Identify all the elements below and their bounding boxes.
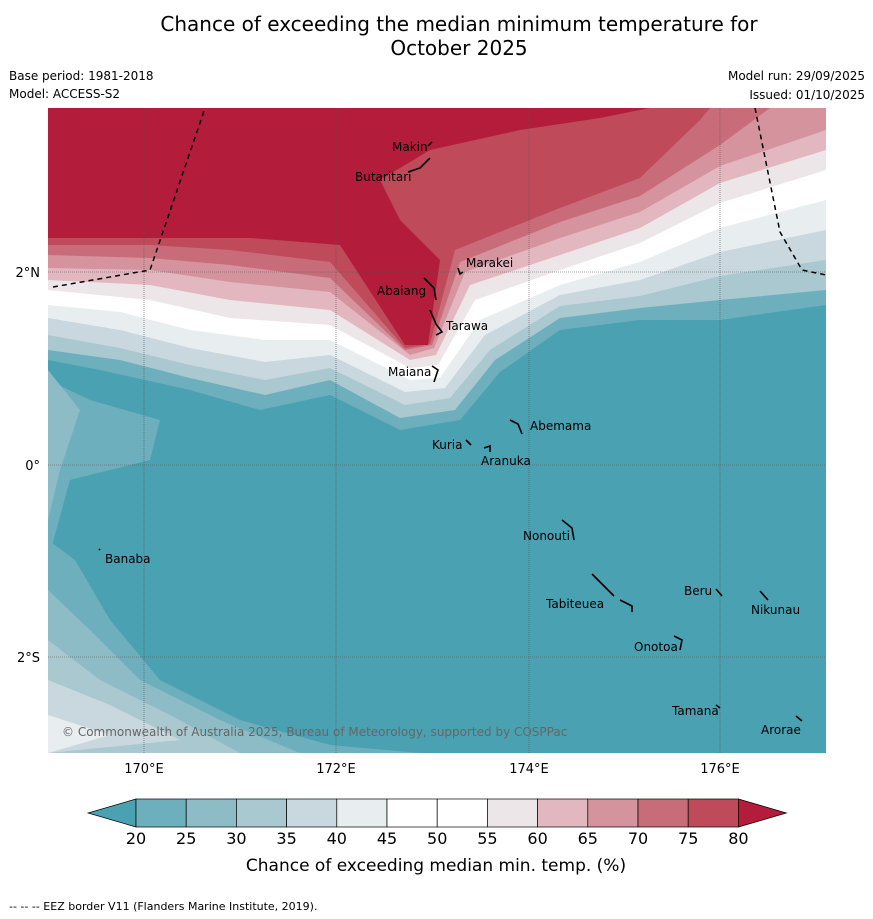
colorbar-segment bbox=[537, 798, 589, 828]
label-maiana: Maiana bbox=[388, 365, 431, 379]
label-abemama: Abemama bbox=[530, 419, 591, 433]
island-nikunau bbox=[759, 590, 769, 601]
label-banaba: Banaba bbox=[105, 552, 151, 566]
colorbar-segment bbox=[185, 798, 237, 828]
colorbar-segment bbox=[687, 798, 739, 828]
label-kuria: Kuria bbox=[432, 438, 463, 452]
colorbar-segment bbox=[587, 798, 639, 828]
colorbar-arrow-low bbox=[86, 798, 137, 828]
title-line-1: Chance of exceeding the median minimum t… bbox=[160, 12, 758, 36]
colorbar-segment bbox=[286, 798, 338, 828]
label-onotoa: Onotoa bbox=[634, 640, 678, 654]
island-banaba bbox=[98, 548, 101, 551]
colorbar-tick-label: 45 bbox=[377, 829, 397, 848]
issued-date: Issued: 01/10/2025 bbox=[749, 88, 865, 102]
label-butaritari: Butaritari bbox=[355, 170, 412, 184]
colorbar-segment bbox=[436, 798, 488, 828]
island-kuria bbox=[465, 439, 472, 446]
title-line-2: October 2025 bbox=[390, 36, 528, 60]
island-makin bbox=[427, 141, 433, 147]
colorbar-tick-label: 70 bbox=[628, 829, 648, 848]
lat-label-2n: 2°N bbox=[16, 266, 41, 281]
lon-label-176: 176°E bbox=[700, 762, 740, 777]
colorbar-tick-label: 40 bbox=[327, 829, 347, 848]
colorbar-tick-label: 60 bbox=[527, 829, 547, 848]
island-butaritari bbox=[407, 157, 431, 173]
island-tabiteuea bbox=[591, 573, 633, 612]
island-tamana bbox=[715, 704, 721, 709]
colorbar-tick-label: 25 bbox=[176, 829, 196, 848]
map-title: Chance of exceeding the median minimum t… bbox=[0, 12, 873, 60]
model-name: Model: ACCESS-S2 bbox=[9, 87, 121, 101]
label-arorae: Arorae bbox=[761, 723, 801, 737]
colorbar-segment bbox=[135, 798, 187, 828]
label-beru: Beru bbox=[684, 584, 712, 598]
colorbar-segment bbox=[386, 798, 438, 828]
label-tabiteuea: Tabiteuea bbox=[545, 597, 604, 611]
colorbar-label: Chance of exceeding median min. temp. (%… bbox=[246, 856, 626, 876]
colorbar-tick-label: 35 bbox=[276, 829, 296, 848]
lon-label-172: 172°E bbox=[316, 762, 356, 777]
island-tarawa bbox=[429, 309, 444, 336]
colorbar-tick-label: 55 bbox=[477, 829, 497, 848]
probability-field bbox=[48, 108, 826, 753]
graticule bbox=[48, 108, 826, 753]
colorbar-segment bbox=[236, 798, 287, 828]
island-onotoa bbox=[673, 635, 683, 651]
model-run: Model run: 29/09/2025 bbox=[727, 69, 865, 83]
colorbar-tick-label: 50 bbox=[427, 829, 447, 848]
colorbar-tick-label: 80 bbox=[728, 829, 748, 848]
colorbar-tick-label: 75 bbox=[678, 829, 698, 848]
label-abaiang: Abaiang bbox=[377, 284, 426, 298]
label-makin: Makin bbox=[392, 140, 428, 154]
lat-label-0: 0° bbox=[25, 459, 40, 474]
island-abaiang bbox=[423, 277, 437, 301]
eez-footnote: -- -- -- EEZ border V11 (Flanders Marine… bbox=[9, 900, 318, 913]
island-abemama bbox=[509, 419, 523, 435]
island-nonouti bbox=[561, 519, 575, 541]
label-aranuka: Aranuka bbox=[481, 454, 531, 468]
copyright-notice: © Commonwealth of Australia 2025, Bureau… bbox=[62, 725, 567, 739]
colorbar-tick-label: 65 bbox=[578, 829, 598, 848]
label-tarawa: Tarawa bbox=[445, 319, 488, 333]
island-maiana bbox=[431, 365, 439, 383]
label-marakei: Marakei bbox=[466, 256, 513, 270]
island-beru bbox=[715, 588, 723, 597]
base-period: Base period: 1981-2018 bbox=[9, 69, 154, 83]
lat-label-2s: 2°S bbox=[17, 651, 40, 666]
colorbar-tick-label: 30 bbox=[226, 829, 246, 848]
colorbar-segment bbox=[637, 798, 689, 828]
colorbar: 20 25 30 35 40 45 50 55 60 65 70 75 80 bbox=[86, 798, 788, 848]
label-nikunau: Nikunau bbox=[751, 603, 800, 617]
colorbar-segment bbox=[336, 798, 388, 828]
island-aranuka bbox=[483, 444, 491, 452]
colorbar-arrow-high bbox=[738, 798, 788, 828]
island-arorae bbox=[795, 715, 803, 722]
colorbar-segment bbox=[487, 798, 538, 828]
lon-label-170: 170°E bbox=[124, 762, 164, 777]
label-tamana: Tamana bbox=[671, 704, 719, 718]
island-marakei bbox=[457, 267, 464, 276]
lon-label-174: 174°E bbox=[509, 762, 549, 777]
eez-border bbox=[52, 107, 827, 288]
colorbar-tick-label: 20 bbox=[126, 829, 146, 848]
islands bbox=[98, 141, 803, 722]
label-nonouti: Nonouti bbox=[523, 529, 570, 543]
